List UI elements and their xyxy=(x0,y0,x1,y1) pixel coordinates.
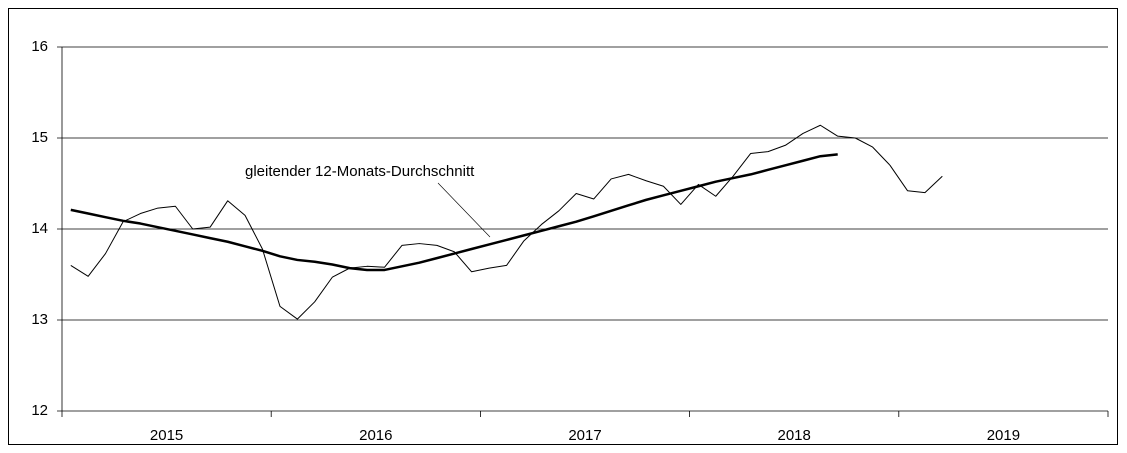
y-tick-label: 15 xyxy=(31,129,48,146)
y-tick-label: 13 xyxy=(31,311,48,328)
x-tick-label: 2019 xyxy=(987,427,1020,444)
x-tick-label: 2016 xyxy=(359,427,392,444)
y-tick-label: 16 xyxy=(31,38,48,55)
series-line xyxy=(70,153,838,272)
frame xyxy=(8,8,1118,445)
x-tick-label: 2018 xyxy=(778,427,811,444)
x-tick-label: 2017 xyxy=(568,427,601,444)
y-tick-label: 14 xyxy=(31,220,48,237)
x-tick-label: 2015 xyxy=(150,427,183,444)
annotation-leader xyxy=(437,182,491,238)
annotation: gleitender 12-Monats-Durchschnitt xyxy=(245,163,475,180)
series-line xyxy=(70,124,943,320)
y-tick-label: 12 xyxy=(31,402,48,419)
